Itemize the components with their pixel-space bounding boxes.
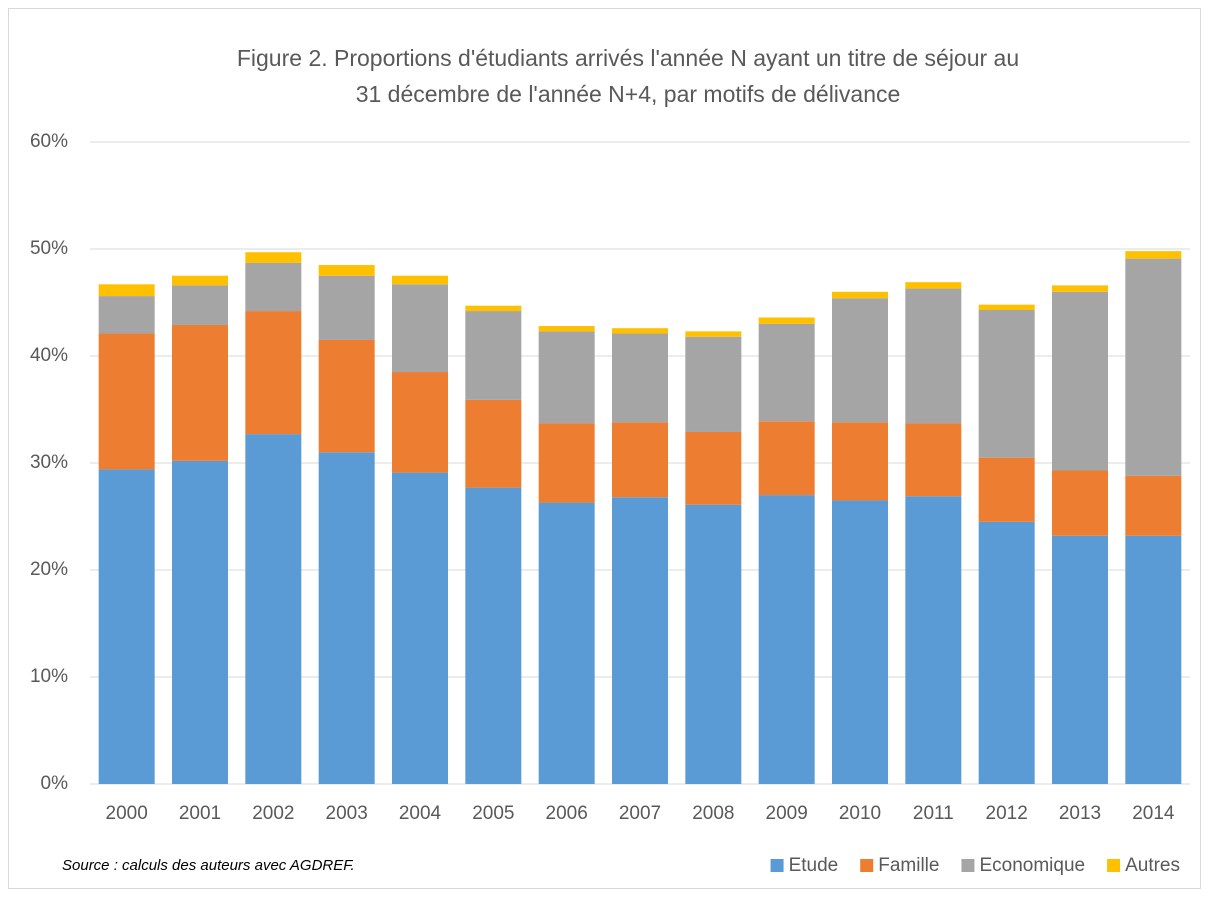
x-tick-label: 2010 bbox=[839, 803, 881, 824]
bar-segment bbox=[1052, 535, 1108, 784]
x-tick-label: 2006 bbox=[546, 803, 588, 824]
y-tick-label: 40% bbox=[30, 345, 68, 366]
bar-segment bbox=[392, 284, 448, 373]
bar-segment bbox=[538, 326, 595, 332]
bar-segment bbox=[832, 298, 888, 423]
legend-label: Autres bbox=[1125, 855, 1180, 876]
bar-segment bbox=[978, 309, 1035, 458]
bar-segment bbox=[98, 469, 155, 784]
bar-segment bbox=[832, 422, 888, 501]
bar-segment bbox=[318, 275, 375, 340]
x-tick-label: 2013 bbox=[1059, 803, 1101, 824]
bar-segment bbox=[612, 328, 668, 334]
x-tick-label: 2007 bbox=[619, 803, 661, 824]
x-tick-label: 2005 bbox=[472, 803, 514, 824]
legend-label: Famille bbox=[878, 855, 939, 876]
legend-swatch bbox=[770, 859, 784, 872]
legend-swatch bbox=[1107, 859, 1121, 872]
bar-segment bbox=[318, 265, 375, 276]
x-tick-label: 2004 bbox=[399, 803, 442, 824]
bar-segment bbox=[1125, 475, 1182, 536]
bar-segment bbox=[1125, 251, 1182, 259]
bar-segment bbox=[392, 372, 448, 473]
chart-title: Figure 2. Proportions d'étudiants arrivé… bbox=[237, 45, 1019, 71]
y-tick-label: 30% bbox=[30, 452, 68, 473]
x-tick-label: 2002 bbox=[252, 803, 294, 824]
x-tick-label: 2003 bbox=[326, 803, 368, 824]
bar-segment bbox=[905, 496, 962, 784]
legend-swatch bbox=[860, 859, 874, 872]
bar-segment bbox=[612, 497, 668, 784]
bar-segment bbox=[1052, 470, 1108, 536]
bar-segment bbox=[1052, 291, 1108, 471]
bar-segment bbox=[978, 457, 1035, 522]
bar-segment bbox=[832, 291, 888, 299]
legend-label: Etude bbox=[789, 855, 839, 876]
legend-swatch bbox=[961, 859, 975, 872]
bar-segment bbox=[245, 311, 302, 435]
bar-segment bbox=[685, 431, 742, 505]
bar-segment bbox=[612, 333, 668, 423]
x-tick-label: 2000 bbox=[106, 803, 148, 824]
bar-segment bbox=[98, 284, 155, 297]
bar-segment bbox=[465, 305, 522, 312]
x-tick-label: 2011 bbox=[913, 803, 954, 824]
x-tick-label: 2012 bbox=[986, 803, 1028, 824]
bar-segment bbox=[538, 502, 595, 784]
bar-segment bbox=[98, 296, 155, 334]
bar-segment bbox=[978, 304, 1035, 310]
bar-segment bbox=[465, 487, 522, 784]
y-tick-label: 20% bbox=[30, 559, 68, 580]
chart-title: 31 décembre de l'année N+4, par motifs d… bbox=[356, 81, 901, 107]
y-tick-label: 0% bbox=[41, 773, 69, 794]
bar-segment bbox=[538, 331, 595, 424]
bar-segment bbox=[172, 324, 228, 461]
x-tick-label: 2014 bbox=[1132, 803, 1175, 824]
bar-segment bbox=[1125, 535, 1182, 784]
bar-segment bbox=[758, 421, 815, 496]
bar-segment bbox=[905, 282, 962, 289]
bar-segment bbox=[172, 460, 228, 784]
bar-segment bbox=[1052, 285, 1108, 292]
bar-segment bbox=[538, 423, 595, 503]
bar-segment bbox=[905, 288, 962, 424]
x-tick-label: 2001 bbox=[179, 803, 221, 824]
bar-segment bbox=[98, 333, 155, 470]
bar-segment bbox=[685, 504, 742, 784]
legend-label: Economique bbox=[979, 855, 1085, 876]
bar-segment bbox=[392, 472, 448, 784]
bar-segment bbox=[832, 500, 888, 784]
bar-segment bbox=[245, 252, 302, 263]
bar-segment bbox=[392, 275, 448, 285]
bar-segment bbox=[758, 495, 815, 784]
bar-segment bbox=[978, 521, 1035, 784]
bar-segment bbox=[318, 452, 375, 784]
y-tick-label: 10% bbox=[30, 666, 68, 687]
bar-segment bbox=[758, 317, 815, 324]
bar-segment bbox=[612, 422, 668, 498]
bar-segment bbox=[245, 434, 302, 784]
bar-segment bbox=[172, 285, 228, 325]
bar-segment bbox=[245, 262, 302, 312]
bar-segment bbox=[318, 339, 375, 453]
x-tick-label: 2009 bbox=[766, 803, 808, 824]
y-tick-label: 50% bbox=[30, 238, 68, 259]
bar-segment bbox=[465, 311, 522, 400]
bar-segment bbox=[465, 399, 522, 488]
bar-segment bbox=[172, 275, 228, 286]
bar-segment bbox=[685, 336, 742, 432]
y-tick-label: 60% bbox=[30, 131, 68, 152]
bar-segment bbox=[905, 423, 962, 497]
x-tick-label: 2008 bbox=[692, 803, 734, 824]
source-note: Source : calculs des auteurs avec AGDREF… bbox=[62, 857, 355, 874]
bar-segment bbox=[1125, 258, 1182, 476]
bar-segment bbox=[758, 323, 815, 422]
bar-segment bbox=[685, 331, 742, 337]
